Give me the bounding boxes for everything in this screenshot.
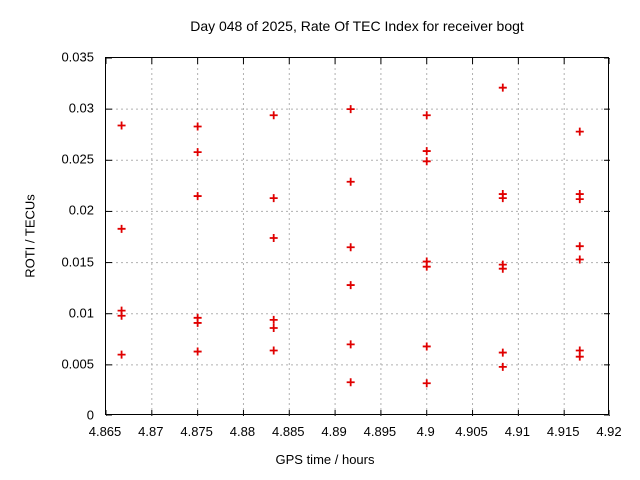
data-point-marker	[117, 121, 126, 130]
data-point-marker	[346, 177, 355, 186]
data-point-marker	[498, 348, 507, 357]
x-tick-label: 4.895	[363, 424, 397, 439]
data-point-marker	[346, 105, 355, 114]
data-point-marker	[422, 147, 431, 156]
data-point-marker	[193, 347, 202, 356]
y-tick-label: 0.025	[61, 151, 94, 167]
data-points	[117, 83, 584, 388]
gridlines	[106, 58, 610, 416]
data-point-marker	[346, 243, 355, 252]
data-point-marker	[269, 324, 278, 333]
data-point-marker	[193, 318, 202, 327]
data-point-marker	[498, 264, 507, 273]
data-point-marker	[422, 262, 431, 271]
data-point-marker	[193, 148, 202, 157]
y-tick-label: 0.01	[68, 305, 94, 321]
data-point-marker	[498, 362, 507, 371]
data-point-marker	[269, 346, 278, 355]
data-point-marker	[117, 311, 126, 320]
data-point-marker	[498, 194, 507, 203]
y-tick-label: 0	[86, 407, 94, 423]
x-axis-label: GPS time / hours	[275, 452, 375, 467]
x-tick-label: 4.885	[271, 424, 305, 439]
data-point-marker	[575, 242, 584, 251]
data-point-marker	[269, 315, 278, 324]
data-point-marker	[346, 281, 355, 290]
x-tick-label: 4.905	[455, 424, 488, 439]
y-axis-label: ROTI / TECUs	[22, 194, 38, 278]
data-point-marker	[498, 83, 507, 92]
data-point-marker	[575, 127, 584, 136]
x-tick-label: 4.875	[180, 424, 213, 439]
x-tick-label: 4.87	[138, 424, 164, 439]
data-point-marker	[422, 342, 431, 351]
x-tick-label: 4.89	[321, 424, 347, 439]
x-tick-label: 4.91	[504, 424, 531, 439]
x-tick-label: 4.9	[416, 424, 435, 439]
y-tick-label: 0.035	[61, 49, 94, 65]
data-point-marker	[269, 111, 278, 120]
y-tick-label: 0.02	[68, 202, 94, 218]
y-tick-label: 0.03	[68, 100, 94, 116]
tick-marks	[106, 58, 610, 416]
scatter-plot-canvas	[106, 58, 610, 416]
data-point-marker	[422, 157, 431, 166]
page-title: Day 048 of 2025, Rate Of TEC Index for r…	[190, 18, 524, 34]
y-tick-label: 0.005	[61, 356, 94, 372]
data-point-marker	[422, 379, 431, 388]
data-point-marker	[193, 192, 202, 201]
data-point-marker	[346, 378, 355, 387]
data-point-marker	[117, 350, 126, 359]
x-tick-label: 4.915	[546, 424, 580, 439]
y-tick-label: 0.015	[61, 254, 94, 270]
x-tick-label: 4.92	[596, 424, 622, 439]
x-tick-label: 4.88	[229, 424, 256, 439]
data-point-marker	[269, 194, 278, 203]
data-point-marker	[575, 352, 584, 361]
data-point-marker	[193, 122, 202, 131]
data-point-marker	[117, 224, 126, 233]
data-point-marker	[269, 234, 278, 243]
data-point-marker	[575, 195, 584, 204]
plot-area	[105, 57, 610, 416]
data-point-marker	[346, 340, 355, 349]
data-point-marker	[575, 255, 584, 264]
x-tick-label: 4.865	[88, 424, 122, 439]
data-point-marker	[422, 111, 431, 120]
